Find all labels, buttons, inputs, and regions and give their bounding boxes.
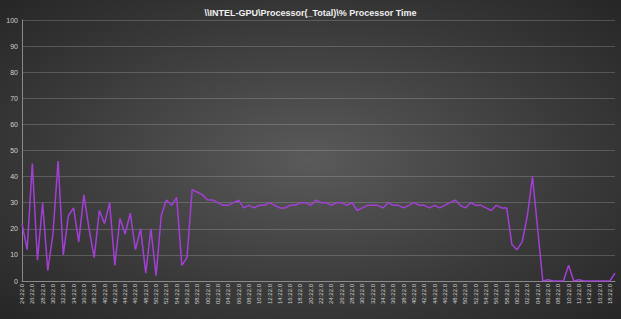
- svg-text:36:22.0: 36:22.0: [390, 283, 396, 304]
- svg-text:30: 30: [10, 199, 18, 206]
- svg-text:14:22.0: 14:22.0: [586, 283, 592, 304]
- svg-text:54:22.0: 54:22.0: [174, 283, 180, 304]
- svg-text:00:22.0: 00:22.0: [514, 283, 520, 304]
- svg-text:24:22.0: 24:22.0: [19, 283, 25, 304]
- svg-text:34:22.0: 34:22.0: [71, 283, 77, 304]
- svg-text:18:22.0: 18:22.0: [297, 283, 303, 304]
- svg-text:80: 80: [10, 69, 18, 76]
- svg-text:40:22.0: 40:22.0: [102, 283, 108, 304]
- svg-text:58:22.0: 58:22.0: [194, 283, 200, 304]
- svg-text:\\INTEL-GPU\Processor(_Total)\: \\INTEL-GPU\Processor(_Total)\% Processo…: [204, 8, 416, 18]
- svg-text:16:22.0: 16:22.0: [287, 283, 293, 304]
- svg-text:56:22.0: 56:22.0: [493, 283, 499, 304]
- svg-text:02:22.0: 02:22.0: [524, 283, 530, 304]
- svg-text:38:22.0: 38:22.0: [91, 283, 97, 304]
- svg-text:58:22.0: 58:22.0: [504, 283, 510, 304]
- svg-text:50: 50: [10, 147, 18, 154]
- svg-text:44:22.0: 44:22.0: [432, 283, 438, 304]
- svg-text:04:22.0: 04:22.0: [225, 283, 231, 304]
- svg-text:100: 100: [6, 17, 18, 24]
- svg-text:14:22.0: 14:22.0: [277, 283, 283, 304]
- svg-text:38:22.0: 38:22.0: [401, 283, 407, 304]
- svg-text:08:22.0: 08:22.0: [246, 283, 252, 304]
- svg-text:54:22.0: 54:22.0: [483, 283, 489, 304]
- svg-text:50:22.0: 50:22.0: [153, 283, 159, 304]
- svg-text:50:22.0: 50:22.0: [462, 283, 468, 304]
- svg-text:26:22.0: 26:22.0: [339, 283, 345, 304]
- svg-text:04:22.0: 04:22.0: [535, 283, 541, 304]
- svg-text:42:22.0: 42:22.0: [112, 283, 118, 304]
- svg-text:06:22.0: 06:22.0: [545, 283, 551, 304]
- svg-text:90: 90: [10, 43, 18, 50]
- svg-text:32:22.0: 32:22.0: [370, 283, 376, 304]
- svg-text:44:22.0: 44:22.0: [122, 283, 128, 304]
- svg-text:60: 60: [10, 121, 18, 128]
- svg-text:0: 0: [14, 278, 18, 285]
- svg-text:52:22.0: 52:22.0: [163, 283, 169, 304]
- svg-text:18:22.0: 18:22.0: [607, 283, 613, 304]
- svg-text:10:22.0: 10:22.0: [566, 283, 572, 304]
- svg-text:02:22.0: 02:22.0: [215, 283, 221, 304]
- svg-text:42:22.0: 42:22.0: [421, 283, 427, 304]
- svg-text:48:22.0: 48:22.0: [452, 283, 458, 304]
- svg-text:28:22.0: 28:22.0: [40, 283, 46, 304]
- svg-text:20:22.0: 20:22.0: [308, 283, 314, 304]
- svg-text:48:22.0: 48:22.0: [143, 283, 149, 304]
- svg-text:40: 40: [10, 173, 18, 180]
- svg-text:30:22.0: 30:22.0: [50, 283, 56, 304]
- svg-text:06:22.0: 06:22.0: [236, 283, 242, 304]
- svg-text:46:22.0: 46:22.0: [442, 283, 448, 304]
- svg-text:56:22.0: 56:22.0: [184, 283, 190, 304]
- svg-text:16:22.0: 16:22.0: [597, 283, 603, 304]
- svg-text:30:22.0: 30:22.0: [359, 283, 365, 304]
- svg-text:26:22.0: 26:22.0: [29, 283, 35, 304]
- svg-text:36:22.0: 36:22.0: [81, 283, 87, 304]
- svg-text:46:22.0: 46:22.0: [132, 283, 138, 304]
- svg-text:34:22.0: 34:22.0: [380, 283, 386, 304]
- svg-text:28:22.0: 28:22.0: [349, 283, 355, 304]
- svg-text:12:22.0: 12:22.0: [267, 283, 273, 304]
- svg-text:08:22.0: 08:22.0: [555, 283, 561, 304]
- svg-text:24:22.0: 24:22.0: [328, 283, 334, 304]
- svg-text:10:22.0: 10:22.0: [256, 283, 262, 304]
- svg-text:32:22.0: 32:22.0: [60, 283, 66, 304]
- svg-text:70: 70: [10, 95, 18, 102]
- svg-text:20: 20: [10, 225, 18, 232]
- svg-text:52:22.0: 52:22.0: [473, 283, 479, 304]
- svg-text:00:22.0: 00:22.0: [205, 283, 211, 304]
- svg-text:40:22.0: 40:22.0: [411, 283, 417, 304]
- svg-text:10: 10: [10, 251, 18, 258]
- svg-text:12:22.0: 12:22.0: [576, 283, 582, 304]
- svg-text:22:22.0: 22:22.0: [318, 283, 324, 304]
